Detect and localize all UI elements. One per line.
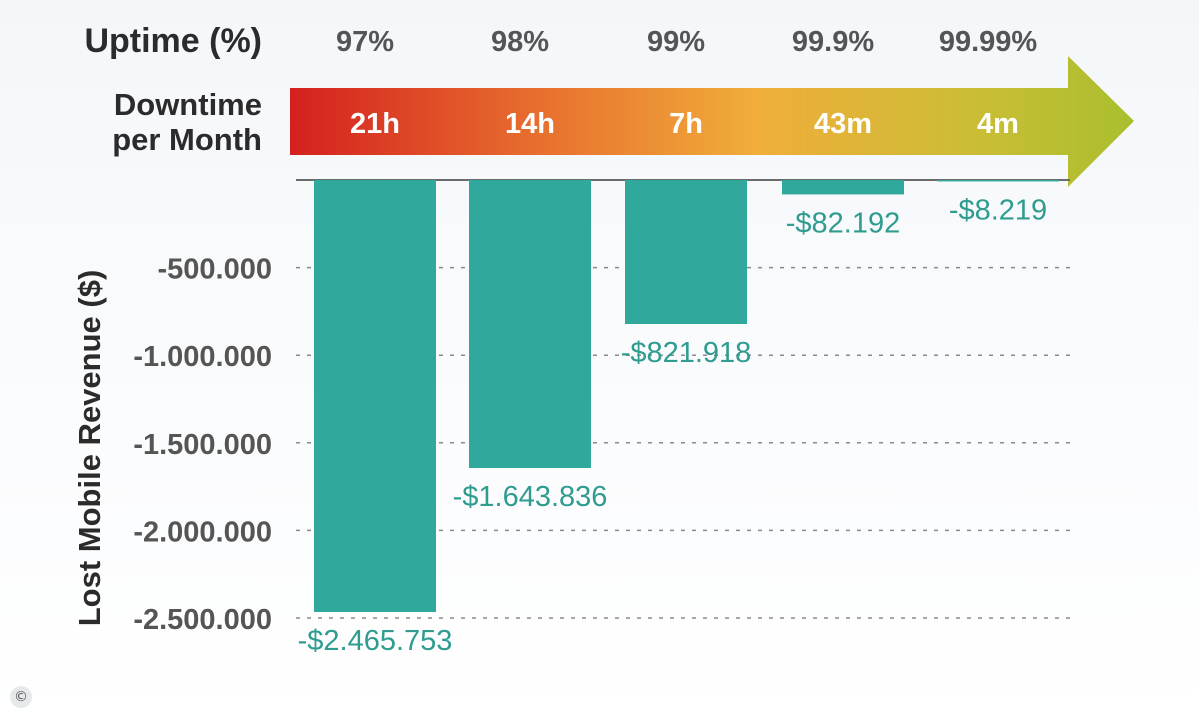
uptime-category-label: 98% [491,26,549,58]
y-axis-title: Lost Mobile Revenue ($) [72,270,107,627]
y-tick-label: -1.000.000 [133,341,272,373]
bar [625,180,747,325]
uptime-category-label: 99.9% [792,26,874,58]
uptime-labels: 97% 98% 99% 99.9% 99.99% [336,26,1037,58]
downtime-labels: 21h 14h 7h 43m 4m [350,108,1019,140]
downtime-header-label-line2: per Month [112,122,262,157]
copyright-icon: © [10,686,32,708]
downtime-arrow [290,56,1134,187]
uptime-category-label: 99% [647,26,705,58]
bar-value-label: -$2.465.753 [298,625,453,657]
bar-value-label: -$1.643.836 [453,481,608,513]
y-tick-label: -2.500.000 [133,604,272,636]
bar [314,180,436,612]
bar [782,180,904,195]
y-tick-label: -1.500.000 [133,429,272,461]
bar-value-label: -$8.219 [949,194,1047,226]
uptime-category-label: 97% [336,26,394,58]
bars [314,180,1059,612]
bar [937,180,1059,182]
bar [469,180,591,469]
downtime-header-label-line1: Downtime [114,87,262,122]
y-ticks: -500.000 -1.000.000 -1.500.000 -2.000.000 -2… [133,254,272,636]
uptime-category-label: 99.99% [939,26,1038,58]
downtime-value-label: 7h [669,108,703,140]
y-tick-label: -2.000.000 [133,516,272,548]
downtime-value-label: 43m [814,108,872,140]
downtime-value-label: 4m [977,108,1019,140]
data-labels: -$2.465.753 -$1.643.836 -$821.918 -$82.192 -… [298,194,1048,657]
uptime-header-label: Uptime (%) [84,22,262,60]
downtime-value-label: 21h [350,108,400,140]
y-tick-label: -500.000 [158,254,273,286]
bar-value-label: -$821.918 [621,337,752,369]
bar-value-label: -$82.192 [786,207,901,239]
downtime-value-label: 14h [505,108,555,140]
